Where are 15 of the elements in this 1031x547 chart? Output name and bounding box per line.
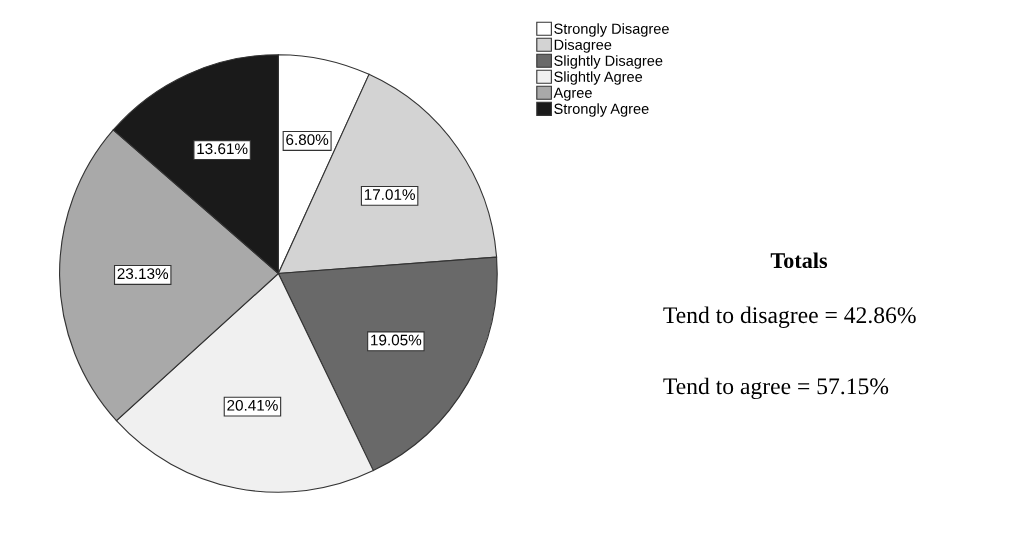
legend-label: Strongly Disagree [554,23,669,37]
text: Totals [770,252,828,269]
legend-label: Slightly Disagree [554,55,663,69]
data-label: 17.01% [364,189,415,200]
data-label: 6.80% [286,134,329,146]
data-label: 19.05% [371,334,422,346]
data-label: 23.13% [117,268,169,280]
data-label: 20.41% [227,399,278,411]
legend-label: Disagree [554,39,612,53]
text: Tend to agree = 57.15% [663,377,889,400]
text: Tend to disagree = 42.86% [663,306,916,328]
data-label: 13.61% [197,143,248,155]
legend-label: Slightly Agree [554,71,643,85]
legend-label: Agree [553,87,592,101]
legend-label: Strongly Agree [554,103,649,117]
